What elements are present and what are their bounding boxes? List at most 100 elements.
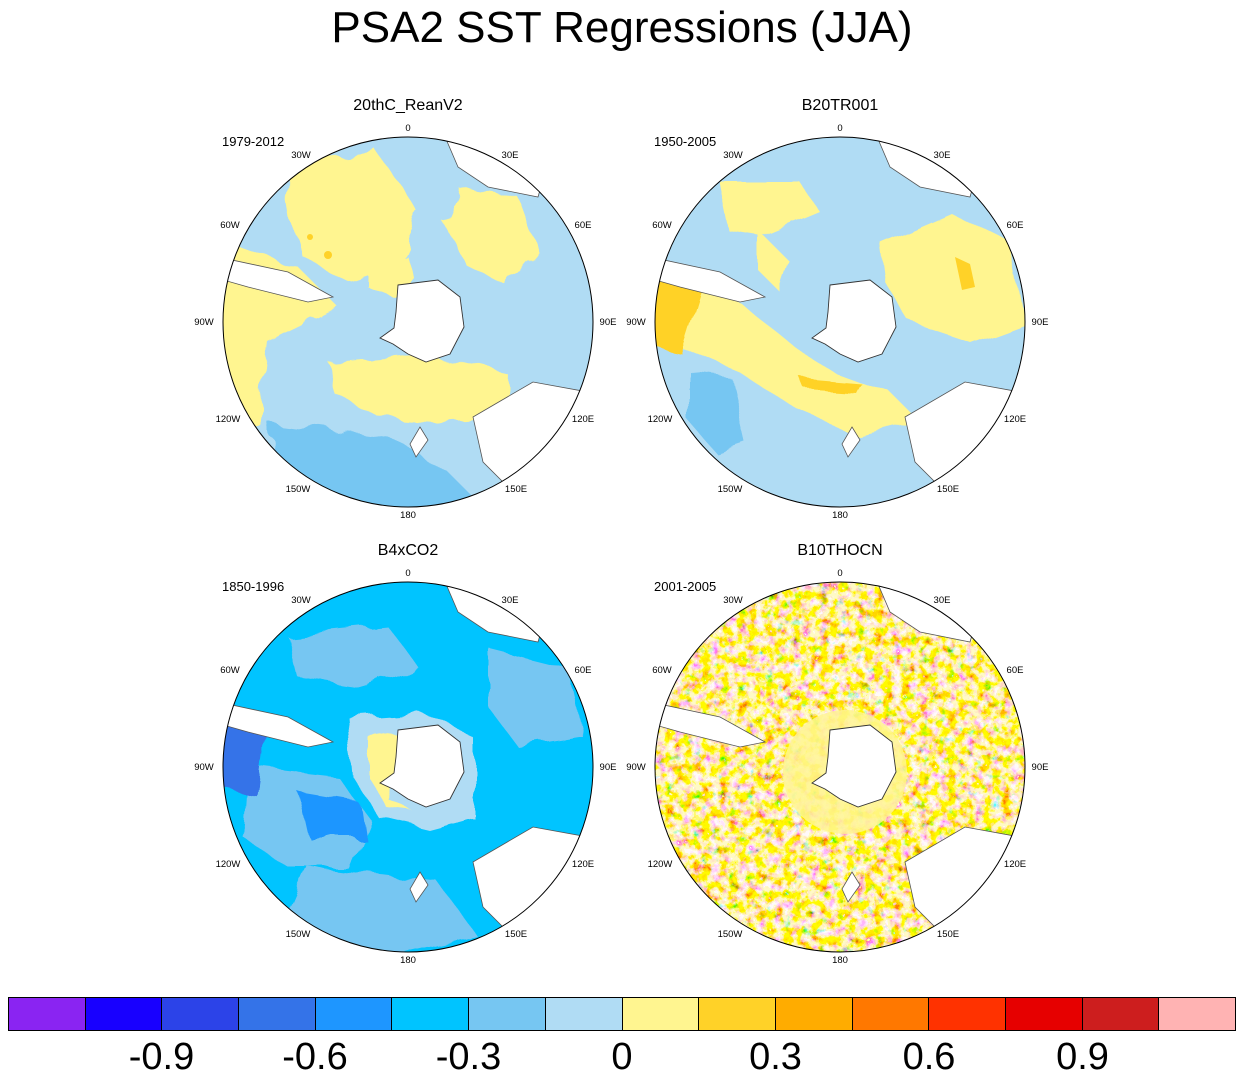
lon-label-150w: 150W [718, 929, 743, 940]
colorbar-label: -0.3 [435, 1036, 502, 1078]
map-panel-b20tr001: B20TR001 1950-2005 [620, 92, 1060, 532]
lon-label-0: 0 [837, 568, 842, 579]
colorbar-box-15 [1158, 997, 1236, 1031]
lon-label-150e: 150E [505, 929, 527, 940]
colorbar-box-11 [851, 997, 930, 1031]
panel-years: 1979-2012 [222, 134, 285, 149]
sst-contour-positive [368, 732, 413, 812]
polar-map: 0 30E 60E 90E 120E 150E 180 150W 120W 90… [194, 123, 616, 521]
colorbar-label: -0.6 [282, 1036, 348, 1078]
colorbar-box-6 [468, 997, 546, 1031]
longitude-labels: 0 30E 60E 90E 120E 150E 180 150W 120W 90… [626, 123, 1048, 521]
panel-title: 20thC_ReanV2 [353, 97, 463, 114]
sst-contour-positive [800, 377, 860, 392]
panel-years: 1950-2005 [654, 134, 717, 149]
colorbar-label: -0.9 [128, 1036, 195, 1078]
lon-label-60e: 60E [1007, 665, 1024, 676]
colorbar-box-4 [314, 997, 393, 1031]
sst-contour-positive [880, 212, 1025, 342]
lon-label-120w: 120W [216, 414, 241, 425]
sst-contour-negative [488, 647, 583, 747]
sst-contour-positive [655, 262, 920, 437]
colorbar-box-14 [1081, 997, 1160, 1031]
sst-contour-positive [955, 257, 975, 290]
lon-label-30e: 30E [502, 150, 519, 161]
lon-label-60w: 60W [220, 665, 240, 676]
lon-label-120w: 120W [648, 414, 673, 425]
lon-label-0: 0 [405, 123, 410, 134]
new-zealand-landmass [409, 426, 429, 458]
new-zealand-landmass [409, 871, 429, 903]
antarctica-landmass [379, 724, 465, 808]
lon-label-90w: 90W [194, 317, 214, 328]
panel-years: 2001-2005 [654, 579, 717, 594]
lon-label-150e: 150E [937, 929, 959, 940]
lon-label-60e: 60E [1007, 220, 1024, 231]
panel-title: B10THOCN [797, 542, 883, 559]
sst-contour-positive [760, 232, 790, 292]
map-boundary [222, 581, 594, 953]
lon-label-60w: 60W [220, 220, 240, 231]
lon-label-150w: 150W [286, 929, 311, 940]
lon-label-0: 0 [405, 568, 410, 579]
lon-label-0: 0 [837, 123, 842, 134]
figure-title: PSA2 SST Regressions (JJA) [331, 3, 913, 52]
colorbar [8, 997, 1236, 1031]
lon-label-60w: 60W [652, 220, 672, 231]
lon-label-30w: 30W [291, 150, 311, 161]
lon-label-30e: 30E [934, 150, 951, 161]
lon-label-120w: 120W [216, 859, 241, 870]
colorbar-box-12 [928, 997, 1006, 1031]
polar-map: 0 30E 60E 90E 120E 150E 180 150W 120W 90… [626, 123, 1048, 521]
sst-contour-negative [298, 792, 363, 837]
lon-label-30e: 30E [934, 595, 951, 606]
colorbar-box-10 [774, 997, 853, 1031]
colorbar-box-5 [391, 997, 470, 1031]
colorbar-label: 0 [611, 1036, 633, 1078]
colorbar-box-1 [84, 997, 163, 1031]
map-panel-b10thocn: B10THOCN 2001-2005 [620, 537, 1060, 977]
lon-label-30e: 30E [502, 595, 519, 606]
lon-label-150w: 150W [718, 484, 743, 495]
panel-title: B20TR001 [801, 97, 879, 114]
colorbar-box-3 [238, 997, 316, 1031]
lon-label-30w: 30W [723, 150, 743, 161]
panel-title: B4xCO2 [377, 542, 439, 559]
sst-contour-negative [288, 627, 418, 687]
longitude-labels: 0 30E 60E 90E 120E 150E 180 150W 120W 90… [626, 568, 1048, 966]
panel-years: 1850-1996 [222, 579, 285, 594]
lon-label-120e: 120E [572, 859, 594, 870]
lon-label-90w: 90W [626, 317, 646, 328]
antarctica-landmass [379, 279, 465, 363]
lon-label-30w: 30W [291, 595, 311, 606]
antarctica-landmass [811, 279, 897, 363]
map-boundary [654, 581, 1026, 953]
sst-contour-positive [443, 187, 538, 287]
south-america-landmass [223, 256, 335, 303]
sst-contour-positive [283, 152, 418, 282]
lon-label-90w: 90W [626, 762, 646, 773]
map-boundary [222, 136, 594, 508]
colorbar-box-2 [161, 997, 240, 1031]
colorbar-box-8 [621, 997, 700, 1031]
lon-label-180: 180 [832, 510, 848, 521]
south-america-landmass [655, 701, 767, 748]
lon-label-180: 180 [400, 955, 416, 966]
colorbar-box-7 [544, 997, 623, 1031]
south-america-landmass [223, 701, 335, 748]
lon-label-120w: 120W [648, 859, 673, 870]
colorbar-box-0 [8, 997, 86, 1031]
sst-contour-negative [690, 372, 745, 452]
colorbar-label: 0.6 [902, 1036, 956, 1078]
lon-label-180: 180 [832, 955, 848, 966]
lon-label-60e: 60E [575, 220, 592, 231]
polar-map: 0 30E 60E 90E 120E 150E 180 150W 120W 90… [194, 568, 617, 966]
lon-label-180: 180 [400, 510, 416, 521]
lon-label-60e: 60E [575, 665, 592, 676]
lon-label-90e: 90E [600, 762, 617, 773]
sst-contour-positive [307, 234, 313, 240]
polar-map: 0 30E 60E 90E 120E 150E 180 150W 120W 90… [626, 568, 1048, 966]
lon-label-150e: 150E [937, 484, 959, 495]
lon-label-90e: 90E [1032, 762, 1049, 773]
sst-contour-positive [720, 182, 820, 237]
